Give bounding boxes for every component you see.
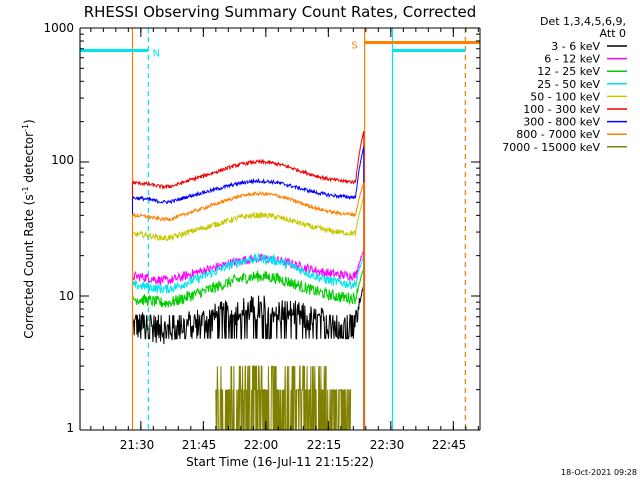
flag-label: N: [153, 48, 160, 59]
x-tick-label: 21:45: [182, 438, 217, 452]
series-line: [132, 268, 365, 430]
y-tick-label-100: 100: [51, 153, 74, 167]
y-tick-label-1: 1: [66, 421, 74, 435]
legend-entry-label: 7000 - 15000 keV: [502, 141, 600, 154]
y-tick-label-1000: 1000: [43, 21, 74, 35]
legend-entry-label: 100 - 300 keV: [523, 103, 600, 116]
series-line: [132, 249, 365, 430]
legend-entry-label: 800 - 7000 keV: [516, 128, 600, 141]
chart-title: RHESSI Observing Summary Count Rates, Co…: [84, 3, 477, 21]
legend-entry-label: 25 - 50 keV: [537, 78, 600, 91]
legend-entry-label: 12 - 25 keV: [537, 65, 600, 78]
x-tick-label: 21:30: [120, 438, 155, 452]
x-tick-label: 22:45: [432, 438, 467, 452]
series-line: [132, 285, 365, 430]
legend-entry-label: 6 - 12 keV: [544, 53, 600, 66]
legend-entry-label: 50 - 100 keV: [530, 90, 600, 103]
flag-label: S: [351, 40, 357, 51]
series-line: [132, 196, 365, 430]
series-line: [132, 182, 365, 430]
x-tick-label: 22:30: [370, 438, 405, 452]
legend-header-line2: Att 0: [600, 27, 626, 40]
series-line: [132, 252, 365, 430]
x-tick-label: 22:00: [244, 438, 279, 452]
series-line: [132, 130, 365, 430]
footer-timestamp: 18-Oct-2021 09:28: [561, 468, 637, 477]
series-line: [132, 146, 365, 430]
legend-header-line1: Det 1,3,4,5,6,9,: [540, 15, 626, 28]
x-tick-label: 22:15: [307, 438, 342, 452]
x-axis-label: Start Time (16-Jul-11 21:15:22): [186, 455, 374, 469]
y-tick-label-10: 10: [59, 289, 74, 303]
legend-entry-label: 3 - 6 keV: [551, 40, 600, 53]
plot-frame: [79, 27, 481, 431]
legend-entry-label: 300 - 800 keV: [523, 116, 600, 129]
y-axis-label: Corrected Count Rate (s-1 detector-1): [21, 119, 36, 338]
